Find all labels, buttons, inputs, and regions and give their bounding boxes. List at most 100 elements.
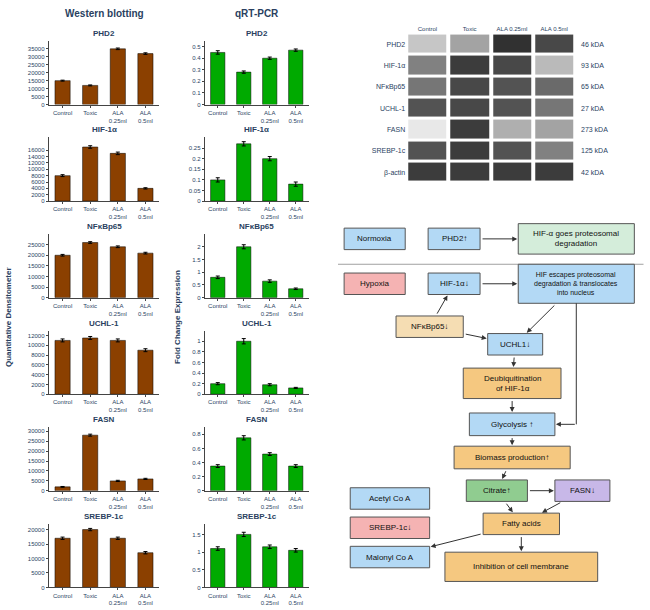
svg-text:0.1: 0.1 — [192, 177, 201, 183]
svg-text:1: 1 — [197, 338, 201, 344]
svg-text:UCHL-1: UCHL-1 — [380, 105, 405, 112]
svg-text:Control: Control — [53, 496, 72, 502]
svg-text:93 kDA: 93 kDA — [581, 62, 604, 69]
svg-text:0.8: 0.8 — [192, 349, 201, 355]
svg-text:30000: 30000 — [28, 428, 45, 434]
svg-text:ALA0.5ml: ALA0.5ml — [138, 110, 153, 124]
svg-text:SREBP-1c↓: SREBP-1c↓ — [369, 523, 411, 532]
svg-text:6000: 6000 — [31, 179, 45, 185]
svg-text:Toxic: Toxic — [83, 206, 97, 212]
svg-text:Citrate↑: Citrate↑ — [483, 486, 511, 495]
svg-text:Toxic: Toxic — [237, 110, 251, 116]
svg-text:Deubiquitinationof HIF-1α: Deubiquitinationof HIF-1α — [484, 374, 541, 393]
svg-text:0.3: 0.3 — [192, 67, 201, 73]
svg-text:0.6: 0.6 — [192, 360, 201, 366]
svg-text:6000: 6000 — [31, 362, 45, 368]
svg-text:10000: 10000 — [28, 86, 45, 92]
svg-text:Biomass production↑: Biomass production↑ — [475, 453, 549, 462]
svg-text:SREBP-1c: SREBP-1c — [237, 512, 277, 521]
svg-text:FASN: FASN — [93, 415, 115, 424]
svg-text:20000: 20000 — [28, 252, 45, 258]
svg-text:NFκBp65↓: NFκBp65↓ — [411, 322, 448, 331]
svg-text:HIF-1α↓: HIF-1α↓ — [440, 279, 469, 288]
svg-text:0.4: 0.4 — [192, 370, 201, 376]
svg-text:Control: Control — [208, 303, 227, 309]
svg-text:0.2: 0.2 — [192, 156, 201, 162]
svg-text:2000: 2000 — [31, 382, 45, 388]
svg-text:Fold Change Expression: Fold Change Expression — [173, 270, 182, 364]
svg-text:Quantitative Densitometer: Quantitative Densitometer — [4, 267, 13, 367]
svg-text:15000: 15000 — [28, 78, 45, 84]
svg-text:ALA0.25ml: ALA0.25ml — [109, 206, 127, 220]
svg-text:0: 0 — [41, 488, 45, 494]
svg-text:Control: Control — [53, 399, 72, 405]
svg-text:ALA0.25ml: ALA0.25ml — [109, 399, 127, 413]
svg-text:4000: 4000 — [31, 372, 45, 378]
svg-text:ALA0.5ml: ALA0.5ml — [138, 496, 153, 510]
svg-text:ALA0.5ml: ALA0.5ml — [288, 593, 303, 607]
svg-text:2000: 2000 — [31, 192, 45, 198]
svg-text:1: 1 — [197, 269, 201, 275]
svg-text:273 kDA: 273 kDA — [581, 126, 608, 133]
svg-text:15000: 15000 — [28, 541, 45, 547]
svg-text:ALA0.25ml: ALA0.25ml — [109, 496, 127, 510]
svg-text:20000: 20000 — [28, 70, 45, 76]
svg-text:0: 0 — [41, 102, 45, 108]
svg-text:12000: 12000 — [28, 160, 45, 166]
svg-text:ALA0.5ml: ALA0.5ml — [138, 206, 153, 220]
svg-text:Control: Control — [53, 593, 72, 599]
svg-text:Western blotting: Western blotting — [65, 8, 144, 19]
svg-text:PHD2: PHD2 — [93, 29, 115, 38]
svg-text:Control: Control — [208, 110, 227, 116]
svg-text:0.2: 0.2 — [192, 381, 201, 387]
svg-text:0.6: 0.6 — [192, 446, 201, 452]
svg-text:HIF-1α: HIF-1α — [384, 62, 406, 69]
svg-text:25000: 25000 — [28, 242, 45, 248]
svg-text:Toxic: Toxic — [237, 206, 251, 212]
svg-text:ALA 0.5ml: ALA 0.5ml — [540, 26, 567, 32]
svg-text:Fatty acids: Fatty acids — [502, 519, 541, 528]
svg-text:ALA0.5ml: ALA0.5ml — [288, 496, 303, 510]
svg-text:Control: Control — [53, 206, 72, 212]
svg-text:qRT-PCR: qRT-PCR — [235, 8, 279, 19]
svg-text:65 kDA: 65 kDA — [581, 83, 604, 90]
svg-text:Toxic: Toxic — [83, 399, 97, 405]
svg-text:Control: Control — [208, 593, 227, 599]
svg-text:FASN: FASN — [246, 415, 268, 424]
svg-text:HIF-1α: HIF-1α — [92, 125, 117, 134]
svg-text:15000: 15000 — [28, 263, 45, 269]
svg-text:0: 0 — [41, 295, 45, 301]
svg-text:12000: 12000 — [28, 333, 45, 339]
svg-text:FASN↓: FASN↓ — [570, 486, 595, 495]
svg-text:PHD2: PHD2 — [387, 41, 406, 48]
svg-text:Toxic: Toxic — [463, 26, 477, 32]
svg-text:5000: 5000 — [31, 570, 45, 576]
svg-text:ALA0.25ml: ALA0.25ml — [261, 303, 279, 317]
svg-text:Toxic: Toxic — [83, 593, 97, 599]
svg-text:NFκBp65: NFκBp65 — [87, 222, 122, 231]
svg-text:1: 1 — [197, 549, 201, 555]
svg-text:0.05: 0.05 — [189, 188, 201, 194]
svg-text:1.5: 1.5 — [192, 257, 201, 263]
svg-text:ALA0.25ml: ALA0.25ml — [261, 593, 279, 607]
svg-text:Glycolysis ↑: Glycolysis ↑ — [491, 420, 533, 429]
svg-text:ALA0.5ml: ALA0.5ml — [138, 303, 153, 317]
svg-text:125 kDA: 125 kDA — [581, 147, 608, 154]
svg-text:Control: Control — [418, 26, 437, 32]
svg-text:UCHL1↓: UCHL1↓ — [500, 340, 530, 349]
svg-text:Control: Control — [208, 496, 227, 502]
svg-text:Malonyl Co A: Malonyl Co A — [366, 553, 414, 562]
svg-text:8000: 8000 — [31, 352, 45, 358]
svg-text:15000: 15000 — [28, 458, 45, 464]
svg-text:Inhibition of cell membrane: Inhibition of cell membrane — [473, 562, 569, 571]
svg-text:HIF escapes proteosomaldegrada: HIF escapes proteosomaldegradation & tra… — [534, 271, 618, 296]
svg-text:Toxic: Toxic — [237, 496, 251, 502]
svg-text:UCHL-1: UCHL-1 — [89, 319, 119, 328]
svg-text:ALA0.25ml: ALA0.25ml — [261, 496, 279, 510]
svg-text:Toxic: Toxic — [83, 303, 97, 309]
svg-text:0.4: 0.4 — [192, 460, 201, 466]
svg-text:2: 2 — [197, 244, 201, 250]
svg-text:4000: 4000 — [31, 185, 45, 191]
svg-text:1.5: 1.5 — [192, 531, 201, 537]
svg-text:ALA0.5ml: ALA0.5ml — [138, 593, 153, 607]
